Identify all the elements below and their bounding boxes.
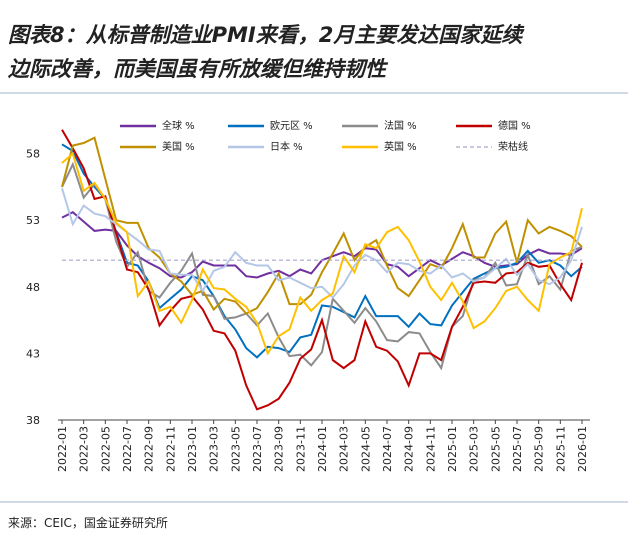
x-tick-label: 2025-07: [511, 426, 524, 472]
x-tick-label: 2025-11: [554, 426, 567, 472]
x-tick-label: 2025-09: [533, 426, 546, 472]
x-tick-label: 2025-05: [489, 426, 502, 472]
x-tick-label: 2022-07: [121, 426, 134, 472]
series-line: [61, 188, 583, 299]
legend-label: 法国 %: [384, 119, 417, 132]
x-tick-label: 2025-03: [468, 426, 481, 472]
x-tick-label: 2022-11: [164, 426, 177, 472]
x-tick-label: 2023-11: [294, 426, 307, 472]
x-tick-label: 2022-05: [99, 426, 112, 472]
x-tick-label: 2022-03: [78, 426, 91, 472]
x-tick-label: 2026-01: [576, 426, 589, 472]
x-tick-label: 2023-01: [186, 426, 199, 472]
legend-label: 德国 %: [498, 119, 531, 132]
x-tick-label: 2022-01: [56, 426, 69, 472]
series-line: [61, 129, 583, 411]
x-tick-label: 2024-01: [316, 426, 329, 472]
legend-label: 荣枯线: [498, 140, 528, 153]
x-tick-label: 2022-09: [143, 426, 156, 472]
y-tick-label: 43: [26, 347, 40, 360]
x-tick-label: 2023-05: [229, 426, 242, 472]
x-tick-label: 2024-07: [381, 426, 394, 472]
legend-label: 日本 %: [270, 140, 303, 153]
y-tick-label: 58: [26, 148, 40, 161]
x-tick-label: 2024-03: [338, 426, 351, 472]
x-tick-label: 2023-09: [273, 426, 286, 472]
x-tick-label: 2025-01: [446, 426, 459, 472]
y-tick-label: 48: [26, 281, 40, 294]
x-tick-label: 2024-05: [359, 426, 372, 472]
x-tick-label: 2024-09: [403, 426, 416, 472]
legend-label: 英国 %: [384, 140, 417, 153]
series-line: [61, 143, 583, 359]
title-line: 图表8：从标普制造业PMI来看，2月主要发达国家延续: [8, 23, 525, 47]
legend-label: 全球 %: [162, 119, 195, 132]
series-line: [61, 151, 583, 356]
source: 来源：CEIC，国金证券研究所: [8, 515, 168, 530]
x-tick-label: 2023-03: [208, 426, 221, 472]
x-tick-label: 2024-11: [424, 426, 437, 472]
title-line: 边际改善，而美国虽有所放缓但维持韧性: [7, 57, 389, 81]
y-tick-label: 38: [26, 414, 40, 427]
x-tick-label: 2023-07: [251, 426, 264, 472]
y-tick-label: 53: [26, 214, 40, 227]
legend-label: 欧元区 %: [270, 120, 313, 132]
legend-label: 美国 %: [162, 140, 195, 153]
